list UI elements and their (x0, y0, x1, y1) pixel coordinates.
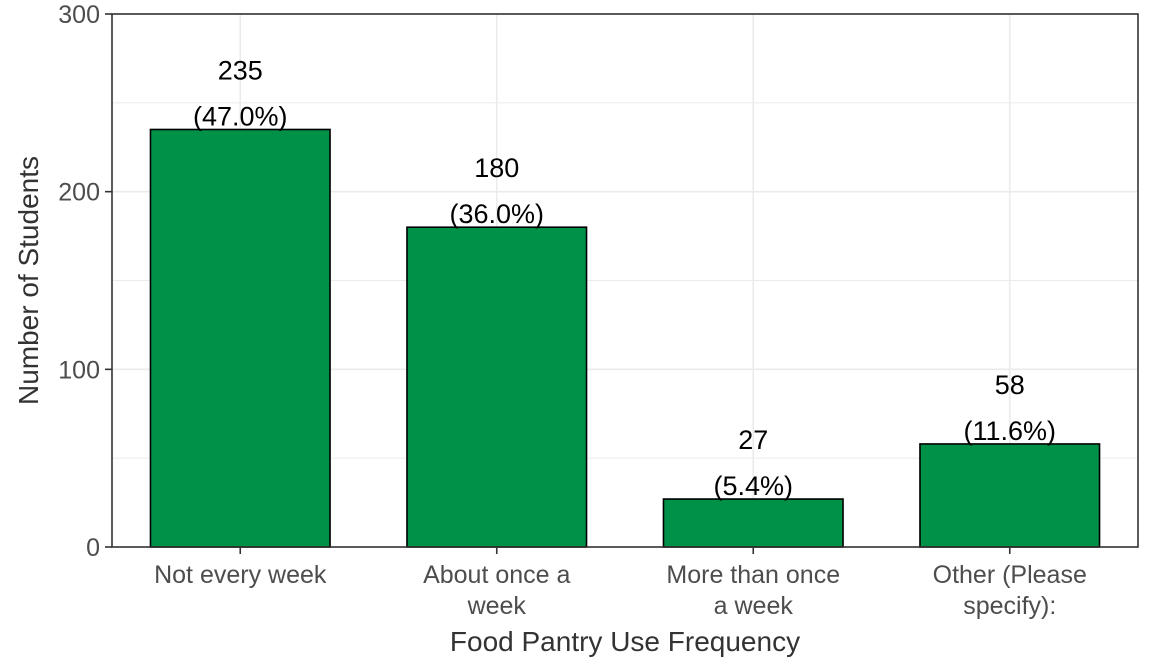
x-axis-title: Food Pantry Use Frequency (450, 626, 800, 657)
bar-value-label: 180 (474, 153, 519, 183)
bar-percent-label: (47.0%) (193, 101, 288, 131)
bar-percent-label: (36.0%) (449, 199, 544, 229)
x-tick-label: More than once a week (666, 561, 840, 620)
panel-border (111, 13, 1139, 548)
bar-percent-label: (5.4%) (713, 471, 793, 501)
x-tick-label: Other (Please specify): (933, 561, 1087, 620)
bar (406, 226, 588, 548)
bar-value-label: 235 (218, 55, 263, 85)
y-tick-label: 0 (86, 534, 100, 562)
bar (662, 498, 844, 548)
y-tick-label: 100 (58, 356, 100, 384)
axes: 0 100 200 300 Not every week About once a week… (58, 1, 1139, 620)
bar (149, 128, 331, 548)
y-tick-label: 300 (58, 1, 100, 29)
y-axis-title: Number of Students (13, 156, 44, 405)
x-tick-label: About once a week (423, 561, 570, 620)
y-tick-label: 200 (58, 179, 100, 207)
bar-value-label: 27 (738, 425, 768, 455)
bar-value-label: 58 (995, 370, 1025, 400)
x-tick-label: Not every week (154, 561, 327, 589)
bar (919, 443, 1101, 548)
bar-percent-label: (11.6%) (963, 416, 1056, 446)
bars (149, 128, 1101, 548)
data-labels: (47.0%) 235 (36.0%) 180 (5.4%) 27 (11.6%) 58 (193, 55, 1056, 501)
